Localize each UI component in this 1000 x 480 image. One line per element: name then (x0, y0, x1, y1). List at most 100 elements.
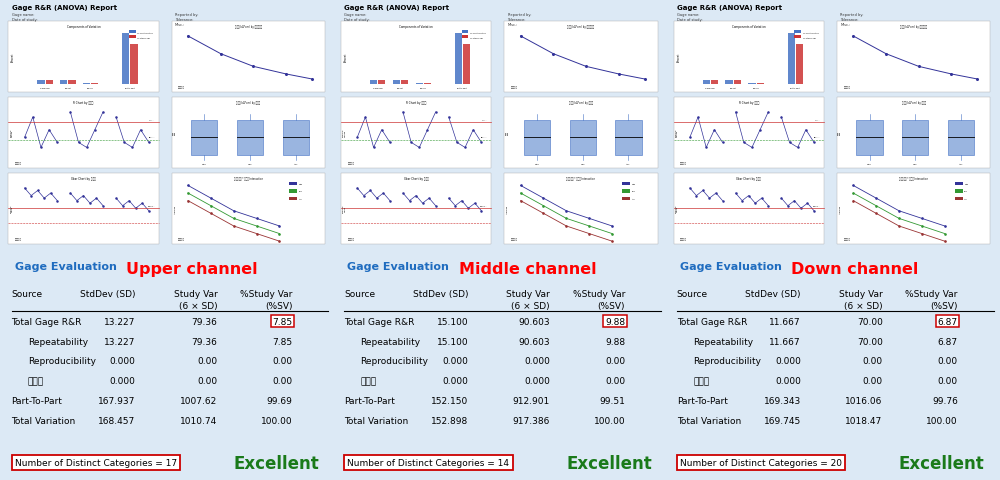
Text: 90.603: 90.603 (518, 337, 550, 346)
Bar (122, 34, 129, 85)
Text: 测试品品名: 测试品品名 (347, 162, 354, 165)
Text: 79.36: 79.36 (192, 337, 217, 346)
Text: Reported by:
Tolerance:
Misc.:: Reported by: Tolerance: Misc.: (175, 13, 198, 27)
Text: Grand...: Grand... (480, 205, 488, 206)
Bar (955, 190, 963, 193)
Text: Components of Variation: Components of Variation (67, 24, 100, 29)
Bar (8, 22, 159, 93)
Bar (711, 81, 718, 85)
Text: 152.898: 152.898 (431, 416, 468, 425)
Bar (504, 173, 658, 244)
Text: Source: Source (344, 289, 375, 298)
Text: Grand...: Grand... (148, 205, 155, 206)
Bar (796, 45, 803, 85)
Text: 测试品品名 * 操作员 Interaction: 测试品品名 * 操作员 Interaction (899, 177, 928, 180)
Text: Number of Distinct Categories = 14: Number of Distinct Categories = 14 (347, 458, 509, 468)
Text: 99.51: 99.51 (599, 396, 625, 405)
Text: Sample
Range: Sample Range (343, 129, 345, 137)
Bar (289, 182, 297, 186)
Text: 0.000: 0.000 (775, 376, 801, 385)
Text: (%SV): (%SV) (930, 301, 958, 311)
Bar (130, 45, 138, 85)
Bar (172, 22, 325, 93)
Bar (455, 34, 462, 85)
Text: 0.000: 0.000 (110, 376, 136, 385)
Text: Gage name:
Date of study:: Gage name: Date of study: (677, 13, 702, 22)
Text: Components of Variation: Components of Variation (732, 24, 766, 29)
Text: 70.00: 70.00 (857, 337, 883, 346)
Bar (725, 81, 733, 85)
Bar (237, 120, 263, 156)
Bar (794, 31, 801, 34)
Text: %Study Var: %Study Var (240, 289, 293, 298)
Bar (856, 120, 883, 156)
Bar (341, 97, 491, 168)
Text: 1018.47: 1018.47 (845, 416, 883, 425)
Text: 0.000: 0.000 (524, 376, 550, 385)
Text: 0.00: 0.00 (863, 376, 883, 385)
Bar (370, 81, 377, 85)
Bar (837, 173, 990, 244)
Text: 0.00: 0.00 (938, 357, 958, 366)
Text: 测试品品名: 测试品品名 (680, 238, 687, 240)
Text: Study Var: Study Var (506, 289, 550, 298)
Text: (6 × SD): (6 × SD) (179, 301, 217, 311)
Text: 测试品品名: 测试品品名 (680, 162, 687, 165)
Bar (416, 84, 423, 85)
Text: MAP: MAP (299, 183, 303, 184)
Text: Average: Average (840, 204, 841, 213)
Bar (955, 182, 963, 186)
Text: 15.100: 15.100 (437, 337, 468, 346)
Bar (172, 173, 325, 244)
Text: Part-To-Part: Part-To-Part (12, 396, 62, 405)
Text: 912.901: 912.901 (513, 396, 550, 405)
Text: % Contribution: % Contribution (137, 33, 153, 34)
Text: Xbar Chart by 操作员: Xbar Chart by 操作员 (404, 177, 428, 180)
Text: 测试品品名: 测试品品名 (15, 162, 22, 165)
Text: 测试品品名 * 操作员 Interaction: 测试品品名 * 操作员 Interaction (234, 177, 263, 180)
Text: Reproducibility: Reproducibility (360, 357, 428, 366)
Text: 操作员: 操作员 (360, 376, 377, 385)
Text: 下通道(kΩ*cm) by 操作员: 下通道(kΩ*cm) by 操作员 (902, 101, 926, 105)
Text: 7.85: 7.85 (272, 317, 293, 326)
Text: 15.100: 15.100 (437, 317, 468, 326)
Bar (902, 120, 928, 156)
Bar (191, 120, 217, 156)
Text: 7.85: 7.85 (272, 337, 293, 346)
Text: 9.88: 9.88 (605, 337, 625, 346)
Text: % Contribution: % Contribution (470, 33, 486, 34)
Bar (622, 190, 630, 193)
Text: 917.386: 917.386 (513, 416, 550, 425)
Text: 169.745: 169.745 (764, 416, 801, 425)
Text: 0.00: 0.00 (197, 376, 217, 385)
Bar (463, 45, 470, 85)
Bar (129, 31, 136, 34)
Bar (68, 81, 76, 85)
Text: Sample
Mean: Sample Mean (10, 204, 13, 213)
Bar (837, 97, 990, 168)
Text: ACY: ACY (959, 163, 963, 165)
Bar (948, 120, 974, 156)
Text: Sample
Range: Sample Range (10, 129, 13, 137)
Text: 测试品品名: 测试品品名 (178, 238, 185, 240)
Text: %Study Var: %Study Var (905, 289, 958, 298)
Text: % Study Var: % Study Var (803, 38, 816, 39)
Text: 169.343: 169.343 (764, 396, 801, 405)
Text: 70.00: 70.00 (857, 317, 883, 326)
Bar (8, 97, 159, 168)
Text: (6 × SD): (6 × SD) (511, 301, 550, 311)
Bar (570, 120, 596, 156)
Text: Bar=...: Bar=... (481, 137, 488, 138)
Text: 9.88: 9.88 (605, 317, 625, 326)
Text: 90.603: 90.603 (518, 317, 550, 326)
Text: OP2: OP2 (632, 191, 636, 192)
Text: 中通道(kΩ*cm) by 测试品品名: 中通道(kΩ*cm) by 测试品品名 (567, 24, 595, 29)
Text: Reproducibility: Reproducibility (28, 357, 96, 366)
Text: 0.00: 0.00 (272, 357, 293, 366)
Text: 99.76: 99.76 (932, 396, 958, 405)
Text: MAP: MAP (202, 163, 207, 165)
Bar (622, 182, 630, 186)
Text: 上通道(kΩ*cm) by 测试品品名: 上通道(kΩ*cm) by 测试品品名 (235, 24, 262, 29)
Bar (289, 190, 297, 193)
Text: Total Variation: Total Variation (12, 416, 76, 425)
